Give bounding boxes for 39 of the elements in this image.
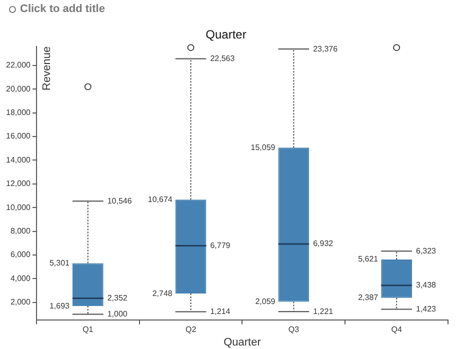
text: 22,563 bbox=[210, 54, 235, 63]
y-tick-label: 2,000 bbox=[10, 298, 32, 307]
text: 15,059 bbox=[250, 142, 276, 152]
text: 5,301 bbox=[49, 258, 70, 268]
text: 1,000 bbox=[107, 309, 128, 318]
text: 6,779 bbox=[210, 240, 230, 250]
x-tick-label: Q2 bbox=[185, 325, 197, 334]
x-tick-label: Q3 bbox=[288, 325, 300, 334]
text: 1,221 bbox=[313, 306, 334, 316]
text: 1,214 bbox=[210, 306, 230, 316]
y-tick-label: 18,000 bbox=[6, 108, 32, 117]
text: 1,423 bbox=[416, 304, 436, 314]
chart-title: Quarter bbox=[206, 28, 246, 42]
y-axis-title: Revenue bbox=[41, 46, 53, 90]
text: Click to add title bbox=[20, 3, 105, 15]
text: 10,546 bbox=[107, 196, 132, 206]
text: 1,693 bbox=[49, 301, 70, 310]
y-tick-label: 12,000 bbox=[6, 179, 32, 188]
y-tick-label: 10,000 bbox=[6, 202, 32, 212]
text: 23,376 bbox=[313, 44, 338, 54]
y-tick-label: 16,000 bbox=[6, 132, 32, 141]
text: 2,352 bbox=[107, 293, 128, 302]
text: 2,748 bbox=[152, 288, 172, 298]
text: 6,932 bbox=[313, 239, 334, 248]
y-tick-label: 8,000 bbox=[10, 226, 32, 236]
y-tick-label: 14,000 bbox=[6, 155, 32, 164]
y-tick-label: 22,000 bbox=[6, 60, 32, 70]
y-tick-label: 4,000 bbox=[10, 274, 32, 283]
text: 3,438 bbox=[416, 280, 436, 290]
x-axis-title: Quarter bbox=[224, 336, 262, 348]
y-tick-label: 20,000 bbox=[6, 84, 32, 94]
y-tick-label: 6,000 bbox=[10, 250, 32, 260]
text: 10,674 bbox=[148, 194, 172, 204]
x-tick-label: Q1 bbox=[82, 325, 94, 334]
text: 5,621 bbox=[358, 254, 378, 264]
text: 2,387 bbox=[358, 293, 378, 302]
text: 6,323 bbox=[416, 246, 436, 256]
x-tick-label: Q4 bbox=[391, 325, 402, 334]
text: 2,059 bbox=[255, 296, 276, 306]
